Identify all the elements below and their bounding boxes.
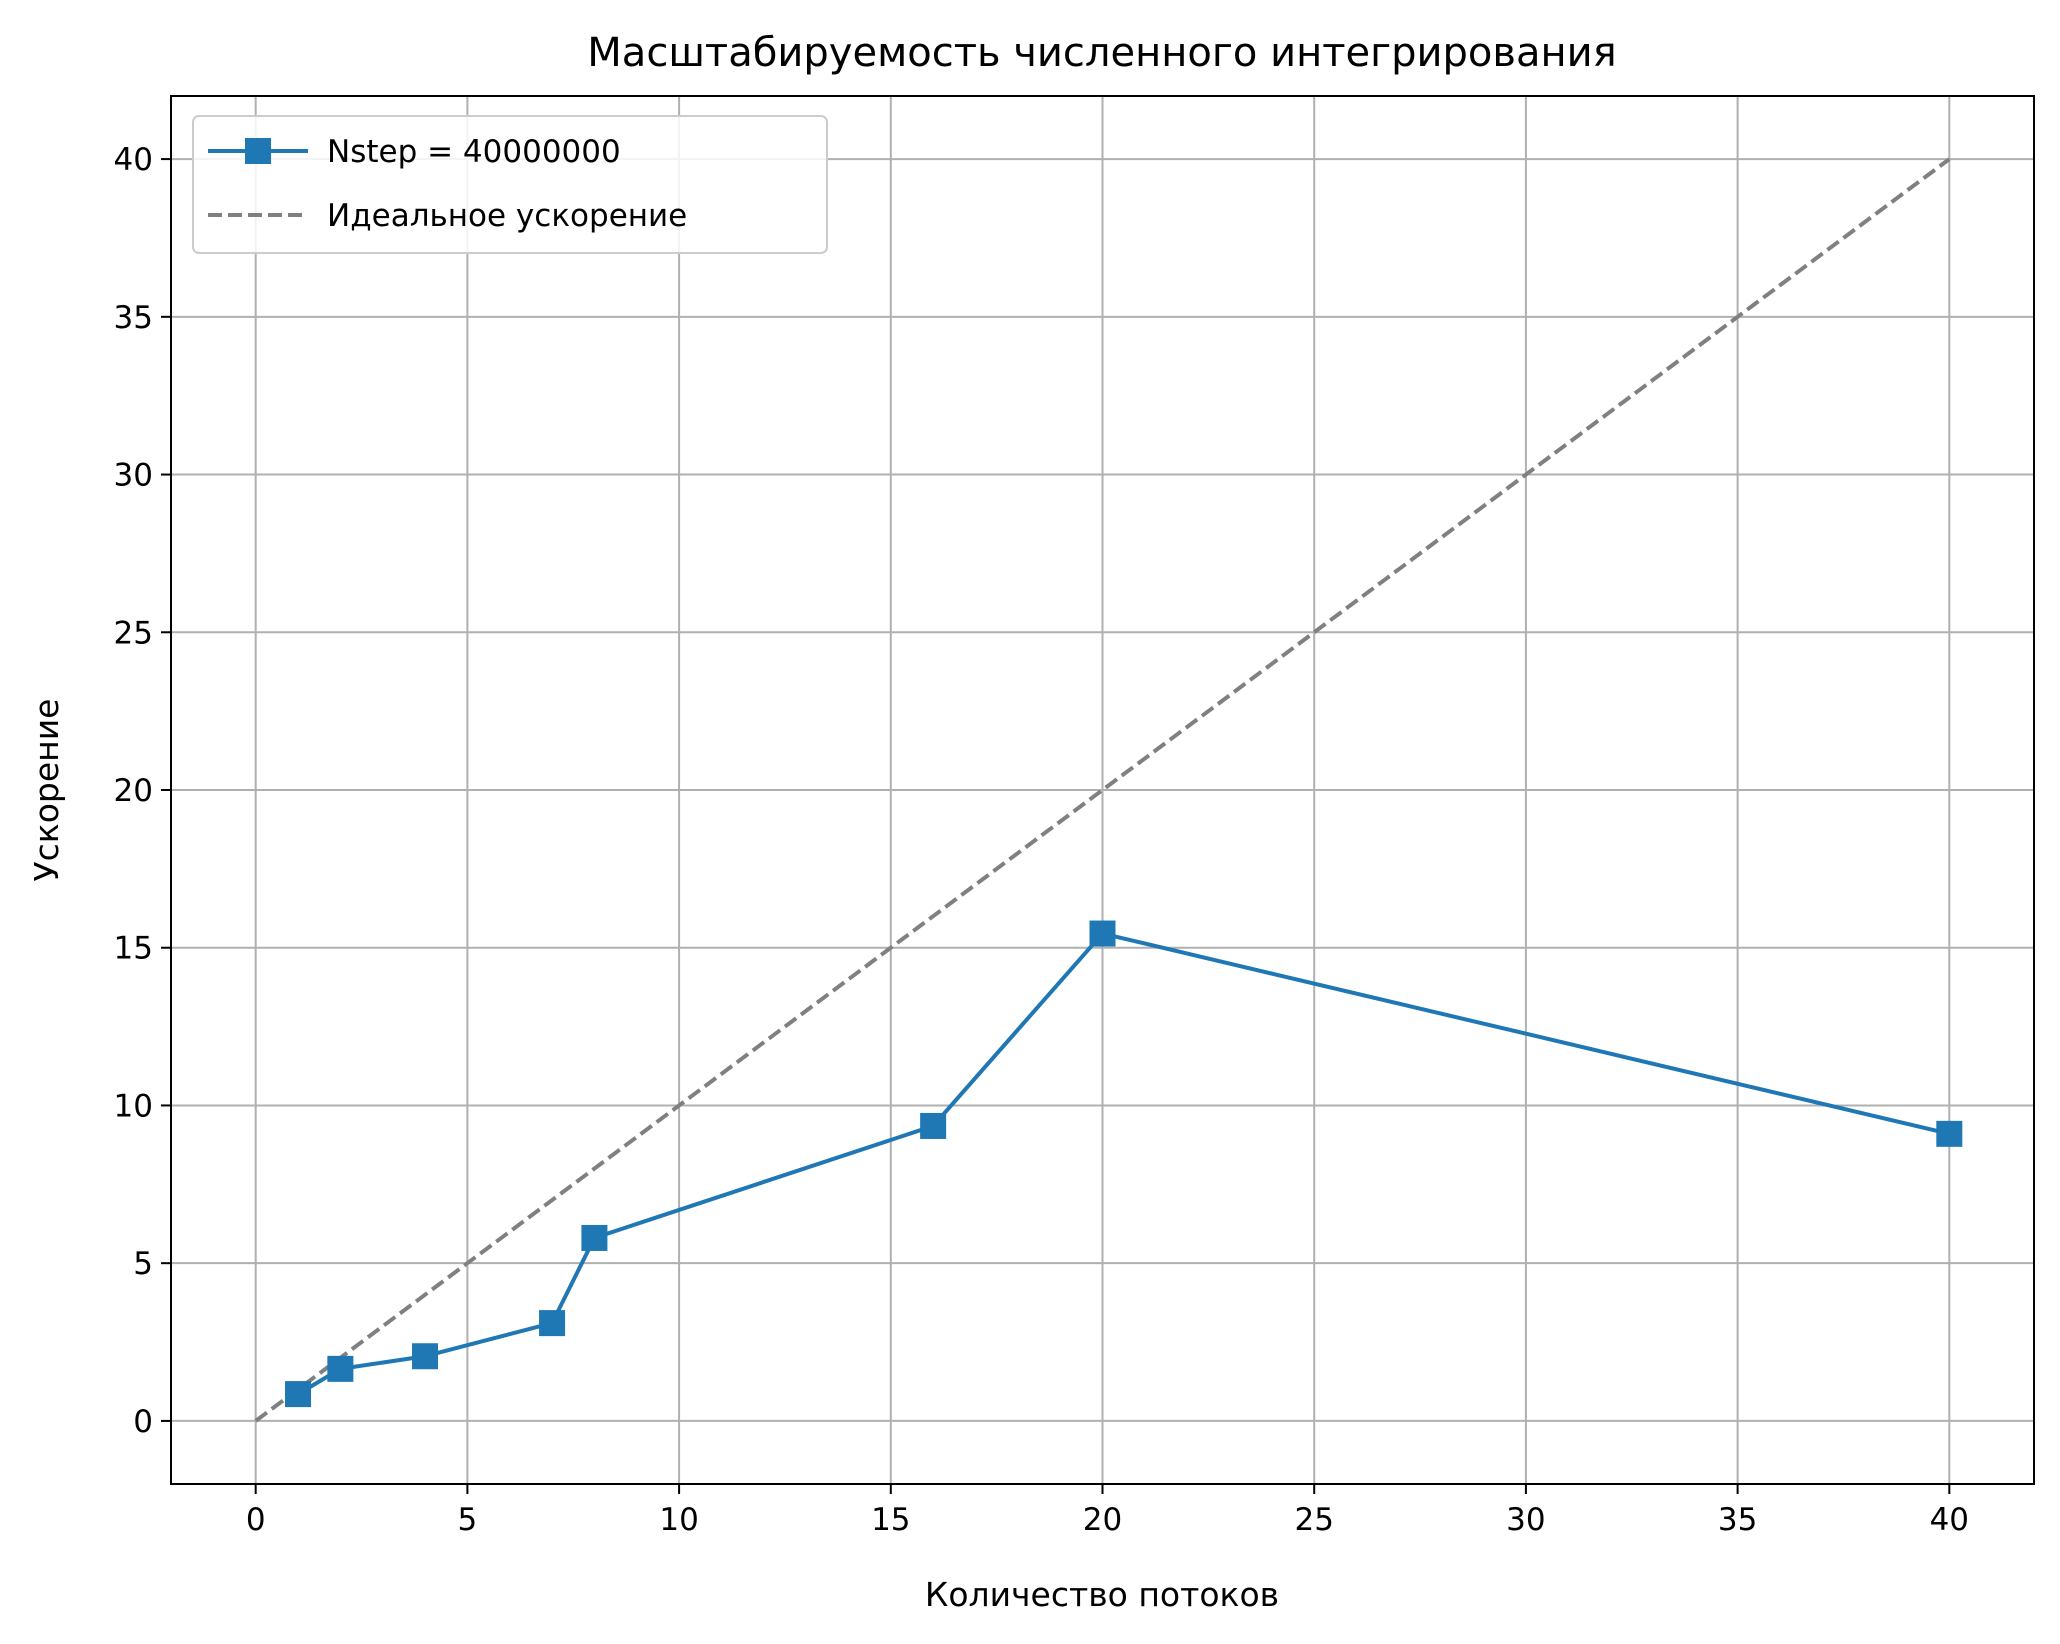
legend-label-series-1: Идеальное ускорение xyxy=(327,198,687,234)
x-tick-label-3: 15 xyxy=(871,1502,910,1538)
series-1-line xyxy=(254,157,1951,1423)
x-tick-label-7: 35 xyxy=(1718,1502,1757,1538)
y-tick-label-7: 35 xyxy=(114,300,153,336)
ticks-layer: 0 5 10 15 20 25 30 35 40 0 5 10 15 20 25 30 35 40 xyxy=(114,142,1969,1538)
series-0-point-5 xyxy=(920,1112,947,1139)
y-tick-label-5: 25 xyxy=(114,615,153,651)
y-tick-label-1: 5 xyxy=(133,1246,153,1282)
series-0-point-0 xyxy=(285,1381,312,1408)
series-0-point-4 xyxy=(581,1224,608,1251)
y-tick-label-6: 30 xyxy=(114,458,153,494)
x-tick-label-6: 30 xyxy=(1506,1502,1545,1538)
x-tick-label-2: 10 xyxy=(659,1502,698,1538)
legend-box xyxy=(192,115,828,254)
legend-swatch-series-0-marker xyxy=(245,138,271,164)
x-tick-label-1: 5 xyxy=(458,1502,478,1538)
x-tick-label-8: 40 xyxy=(1930,1502,1969,1538)
x-tick-label-0: 0 xyxy=(246,1502,266,1538)
chart-title: Масштабируемость численного интегрирован… xyxy=(587,30,1616,76)
y-tick-label-2: 10 xyxy=(114,1088,153,1124)
x-tick-label-5: 25 xyxy=(1294,1502,1333,1538)
legend: Nstep = 40000000 Идеальное ускорение xyxy=(192,115,828,254)
x-tick-label-4: 20 xyxy=(1083,1502,1122,1538)
x-axis-label: Количество потоков xyxy=(925,1575,1279,1614)
legend-label-series-0: Nstep = 40000000 xyxy=(327,134,621,170)
series-0-point-3 xyxy=(539,1310,566,1337)
y-tick-label-3: 15 xyxy=(114,931,153,967)
series-0-point-2 xyxy=(412,1343,439,1370)
y-tick-label-4: 20 xyxy=(114,773,153,809)
series-0-point-7 xyxy=(1936,1120,1963,1147)
y-axis-label: Ускорение xyxy=(27,699,66,882)
grid-layer xyxy=(171,96,2034,1484)
y-tick-label-8: 40 xyxy=(114,142,153,178)
series-0-line xyxy=(296,931,1950,1396)
y-tick-label-0: 0 xyxy=(133,1404,153,1440)
series-0-point-6 xyxy=(1089,920,1116,947)
series-0-point-1 xyxy=(327,1355,354,1382)
series-layer xyxy=(254,157,1963,1423)
